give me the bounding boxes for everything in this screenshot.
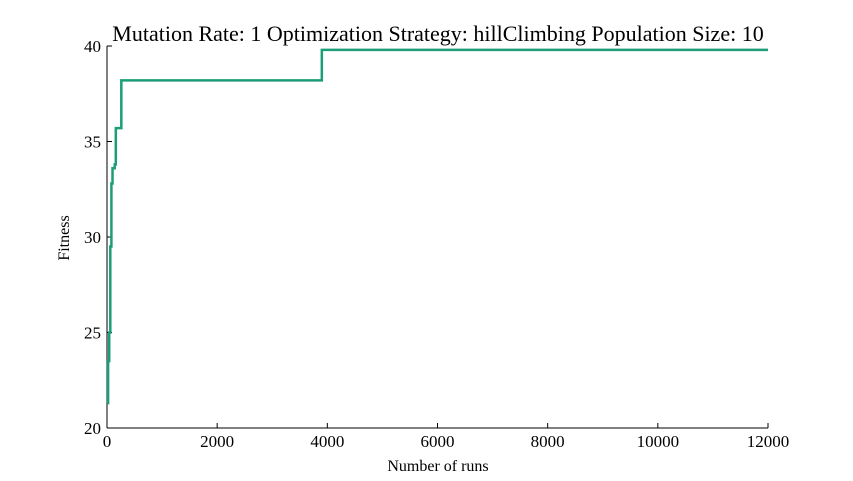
x-tick-label: 2000 [200,432,234,451]
x-axis-label: Number of runs [387,458,488,475]
x-tick-label: 10000 [637,432,680,451]
x-tick-label: 6000 [421,432,455,451]
y-tick-label: 25 [84,324,101,343]
chart-title: Mutation Rate: 1 Optimization Strategy: … [112,21,763,46]
x-tick-label: 12000 [747,432,790,451]
x-tick-label: 0 [103,432,112,451]
y-tick-label: 40 [84,37,101,56]
x-tick-label: 8000 [531,432,565,451]
y-tick-label: 35 [84,133,101,152]
series-layer [106,48,768,405]
y-tick-label: 30 [84,228,101,247]
axes: 0 2000 4000 6000 8000 10000 12000 20 25 30 35 40 [84,37,789,451]
y-axis-label: Fitness [56,215,73,260]
fitness-series-line [106,48,768,405]
x-tick-label: 4000 [310,432,344,451]
y-tick-label: 20 [84,419,101,438]
